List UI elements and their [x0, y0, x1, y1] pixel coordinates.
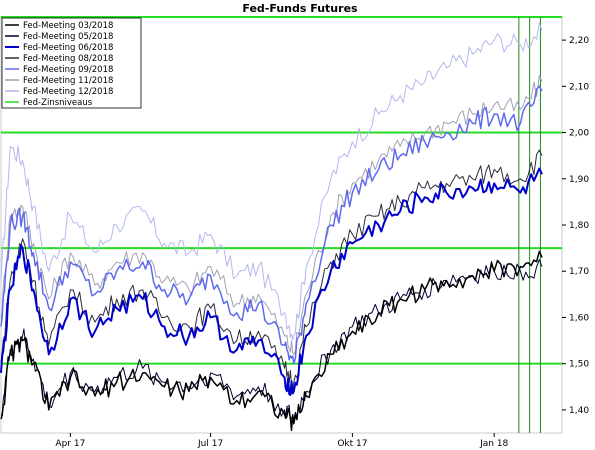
x-tick-label: Jan 18: [479, 439, 508, 449]
y-axis: 1,40 1,50 1,60 1,70 1,80 1,90 2,00 2,10 2,20: [562, 36, 589, 416]
y-tick-label: 1,40: [569, 406, 589, 416]
legend-entry: Fed-Meeting 11/2018: [23, 76, 113, 86]
chart-title: Fed-Funds Futures: [242, 2, 358, 15]
y-tick-label: 2,20: [569, 36, 589, 46]
y-tick-label: 1,70: [569, 267, 589, 277]
series-line-082018: [0, 149, 543, 391]
series-line-062018: [0, 167, 543, 396]
x-axis: Apr 17 Jul 17 Okt 17 Jan 18: [55, 433, 509, 449]
series-lines: [0, 22, 543, 432]
y-tick-label: 1,90: [569, 175, 589, 185]
legend-entry: Fed-Meeting 05/2018: [23, 32, 113, 42]
legend-entry: Fed-Meeting 06/2018: [23, 43, 113, 53]
y-tick-label: 2,00: [569, 129, 589, 139]
x-tick-label: Apr 17: [55, 439, 85, 449]
legend-entry: Fed-Meeting 09/2018: [23, 65, 113, 75]
legend-entry: Fed-Meeting 03/2018: [23, 21, 113, 31]
legend-entry: Fed-Meeting 12/2018: [23, 87, 113, 97]
y-tick-label: 2,10: [569, 82, 589, 92]
legend-entry: Fed-Zinsniveaus: [23, 98, 93, 108]
series-line-112018: [0, 75, 543, 355]
x-tick-label: Okt 17: [337, 439, 367, 449]
x-tick-label: Jul 17: [197, 439, 223, 449]
legend-box: [1, 17, 142, 109]
series-line-092018: [0, 85, 543, 365]
series-line-032018: [0, 250, 543, 432]
y-tick-label: 1,50: [569, 360, 589, 370]
reference-lines: [1, 16, 562, 433]
y-tick-label: 1,80: [569, 221, 589, 231]
series-line-122018: [0, 22, 543, 341]
y-tick-label: 1,60: [569, 313, 589, 323]
legend-entry: Fed-Meeting 08/2018: [23, 54, 113, 64]
